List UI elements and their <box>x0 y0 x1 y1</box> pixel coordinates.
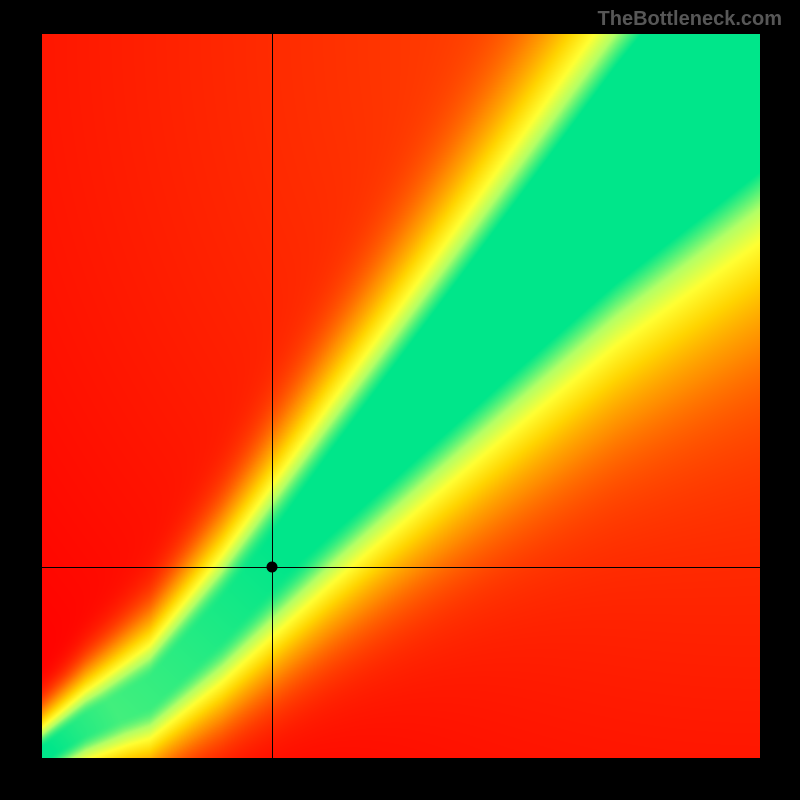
watermark-text: TheBottleneck.com <box>598 8 782 31</box>
heatmap-canvas <box>42 34 760 758</box>
crosshair-marker <box>266 561 277 572</box>
crosshair-vertical <box>272 34 273 758</box>
crosshair-horizontal <box>42 567 760 568</box>
heatmap-plot-area <box>42 34 760 758</box>
